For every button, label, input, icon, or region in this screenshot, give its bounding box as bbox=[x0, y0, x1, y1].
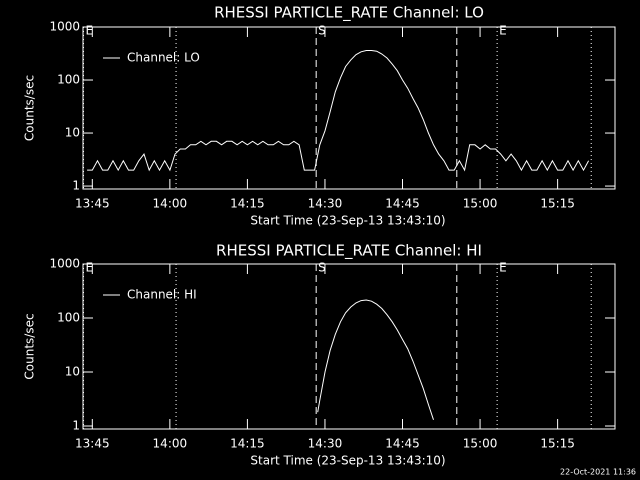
x-tick-label: 13:45 bbox=[75, 437, 110, 451]
x-tick-label: 15:15 bbox=[540, 197, 575, 211]
data-line bbox=[87, 50, 590, 172]
chart-title: RHESSI PARTICLE_RATE Channel: LO bbox=[214, 4, 484, 23]
x-tick-label: 13:45 bbox=[75, 197, 110, 211]
x-tick-label: 15:00 bbox=[463, 437, 498, 451]
legend-label: Channel: LO bbox=[127, 51, 200, 65]
data-line bbox=[317, 299, 434, 420]
event-label: E bbox=[499, 24, 507, 38]
y-tick-label: 1000 bbox=[49, 257, 80, 271]
y-tick-label: 1000 bbox=[49, 20, 80, 34]
x-tick-label: 14:00 bbox=[153, 437, 188, 451]
footer-timestamp: 22-Oct-2021 11:36 bbox=[560, 468, 636, 477]
x-tick-label: 14:45 bbox=[385, 197, 420, 211]
y-tick-label: 10 bbox=[65, 365, 80, 379]
x-tick-label: 14:00 bbox=[153, 197, 188, 211]
x-axis-label: Start Time (23-Sep-13 13:43:10) bbox=[250, 214, 445, 228]
x-tick-label: 15:00 bbox=[463, 197, 498, 211]
x-axis-label: Start Time (23-Sep-13 13:43:10) bbox=[250, 454, 445, 468]
x-tick-label: 14:30 bbox=[308, 437, 343, 451]
x-tick-label: 14:45 bbox=[385, 437, 420, 451]
y-tick-label: 1 bbox=[72, 179, 80, 193]
event-label: E bbox=[86, 261, 94, 275]
y-tick-label: 100 bbox=[57, 73, 80, 87]
event-label: S bbox=[318, 24, 326, 38]
x-tick-label: 15:15 bbox=[540, 437, 575, 451]
plot-frame bbox=[82, 26, 616, 190]
y-axis-label: Counts/sec bbox=[23, 75, 37, 141]
y-tick-label: 100 bbox=[57, 311, 80, 325]
chart-title: RHESSI PARTICLE_RATE Channel: HI bbox=[216, 242, 482, 261]
x-tick-label: 14:15 bbox=[230, 197, 265, 211]
y-axis-label: Counts/sec bbox=[23, 313, 37, 379]
x-tick-label: 14:15 bbox=[230, 437, 265, 451]
y-tick-label: 10 bbox=[65, 126, 80, 140]
event-label: E bbox=[86, 24, 94, 38]
plot-frame bbox=[82, 263, 616, 430]
event-label: S bbox=[318, 261, 326, 275]
legend-label: Channel: HI bbox=[127, 288, 197, 302]
x-tick-label: 14:30 bbox=[308, 197, 343, 211]
event-label: E bbox=[499, 261, 507, 275]
y-tick-label: 1 bbox=[72, 419, 80, 433]
